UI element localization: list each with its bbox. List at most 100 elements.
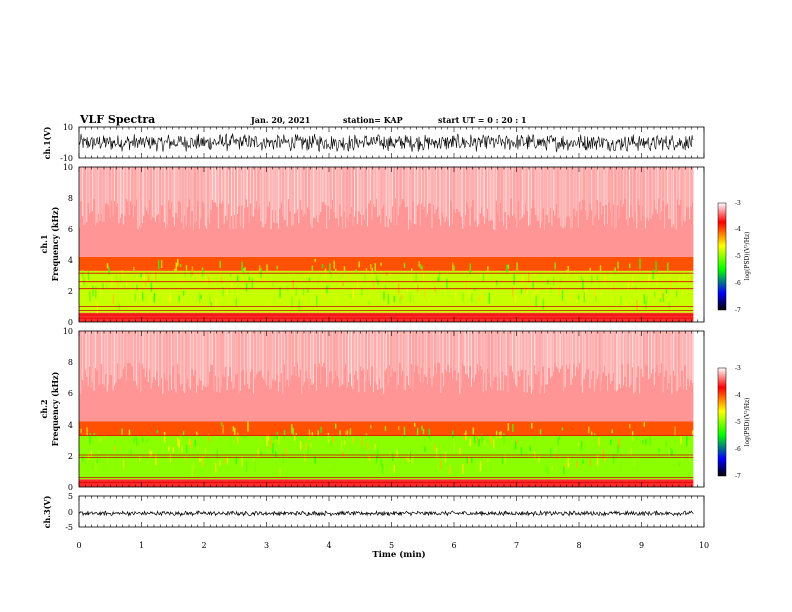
spectrogram-streak [409, 331, 411, 388]
spectrogram-streak [531, 331, 532, 394]
spectrogram-streak [529, 331, 531, 387]
spectrogram-streak [99, 167, 101, 222]
spectrogram-streak [430, 167, 431, 204]
spectrogram-streak [571, 167, 573, 228]
spectrogram-streak [361, 167, 363, 226]
spectrogram-streak [138, 167, 140, 226]
spectrogram-streak [586, 331, 588, 370]
time-tick-label: 1 [139, 541, 144, 550]
spectrogram-streak [544, 167, 546, 230]
spectrogram-speckle [86, 427, 88, 437]
spectrogram-streak [457, 331, 459, 373]
spectrogram-speckle [210, 301, 213, 307]
spectrogram-speckle [81, 455, 84, 462]
spectrogram-streak [267, 167, 269, 207]
spectrogram-streak [143, 167, 145, 216]
spectrogram-streak [172, 167, 174, 218]
spectrogram-streak [589, 331, 591, 389]
spectrogram-band [79, 167, 694, 257]
spectrogram-speckle [291, 297, 293, 308]
spectrogram-streak [667, 167, 668, 204]
spectrogram-streak [253, 331, 254, 394]
spectrogram-streak [225, 331, 227, 367]
time-tick-label: 4 [326, 541, 331, 550]
spectrogram-streak [473, 331, 475, 382]
spectrogram-streak [285, 167, 287, 220]
spectrogram-speckle [507, 423, 510, 431]
spectrogram-streak [90, 167, 92, 213]
spectrogram-streak [567, 167, 569, 216]
spectrogram-speckle [277, 435, 280, 445]
spectrogram-streak [413, 167, 415, 224]
spectrogram-speckle [416, 427, 419, 437]
spectrogram-streak [599, 167, 601, 202]
spectrogram-streak [402, 167, 404, 199]
spectrogram-streak [390, 331, 392, 378]
spectrogram-streak [506, 331, 508, 377]
spectrogram-streak [574, 331, 576, 377]
spectrogram-streak [418, 331, 420, 374]
spectrogram-streak [397, 167, 399, 216]
spectrogram-speckle [460, 463, 463, 467]
spectrogram-speckle [612, 454, 615, 464]
spectrogram-speckle [681, 291, 684, 295]
spectrogram-speckle [658, 448, 660, 453]
spectrogram-speckle [103, 435, 106, 440]
spectrogram-streak [207, 167, 209, 218]
spectrogram-streak [691, 167, 693, 203]
spectrogram-streak [664, 167, 665, 229]
spectrogram-streak [668, 331, 670, 383]
spectrogram-streak [276, 331, 278, 375]
spectrogram-speckle [596, 455, 599, 466]
spectrogram-streak [355, 167, 357, 211]
spectrogram-speckle [321, 264, 324, 269]
spectrogram-speckle [582, 459, 584, 464]
spectrogram-streak [342, 331, 344, 385]
spectrogram-speckle [465, 280, 467, 289]
spectrogram-streak [661, 331, 663, 364]
spectrogram-streak [289, 167, 291, 212]
spectrogram-speckle [487, 459, 489, 463]
spectrogram-speckle [551, 466, 553, 470]
spectrogram-streak [601, 331, 603, 382]
spectrogram-streak [469, 331, 471, 367]
spectrogram-speckle [138, 456, 141, 462]
spectrogram-streak [112, 331, 114, 391]
spectrogram-speckle [352, 288, 354, 300]
spectrogram-speckle [317, 275, 319, 285]
spectrogram-speckle [179, 264, 182, 268]
spectrogram-speckle [611, 429, 613, 434]
spectrogram-speckle [273, 295, 276, 305]
spectrogram-streak [124, 331, 126, 367]
spectrogram-streak [304, 167, 306, 214]
spectrogram-streak [258, 167, 260, 207]
spectrogram-streak [535, 167, 537, 215]
spectrogram-speckle [478, 297, 480, 302]
spectrogram-streak [339, 331, 341, 388]
spectrogram-speckle [375, 456, 378, 463]
spectrogram-streak [686, 167, 687, 206]
spectrogram-speckle [92, 286, 94, 297]
spectrogram-streak [258, 331, 260, 372]
spectrogram-streak [98, 331, 99, 386]
spectrogram-speckle [178, 295, 180, 302]
spectrogram-speckle [557, 437, 559, 445]
spectrogram-streak [446, 331, 448, 372]
spectrogram-streak [373, 331, 374, 392]
spectrogram-streak [652, 167, 654, 215]
spectrogram-speckle [615, 453, 618, 460]
spectrogram-streak [671, 331, 673, 395]
spectrogram-speckle [219, 460, 221, 466]
spectrogram-streak [359, 167, 361, 215]
spectrogram-streak [674, 167, 676, 228]
spectrogram-speckle [234, 427, 236, 436]
spectrogram-speckle [311, 432, 314, 437]
spectrogram-speckle [667, 262, 669, 271]
spectrogram-streak [191, 167, 193, 211]
spectrogram-streak [624, 331, 626, 377]
spectrogram-streak [257, 331, 259, 373]
time-axis-ticklabels: 0 1 2 3 4 5 6 7 8 9 10 [76, 541, 709, 550]
spectrogram-streak [241, 331, 243, 371]
spectrogram-streak [289, 331, 291, 380]
spectrogram-speckle [599, 265, 602, 274]
